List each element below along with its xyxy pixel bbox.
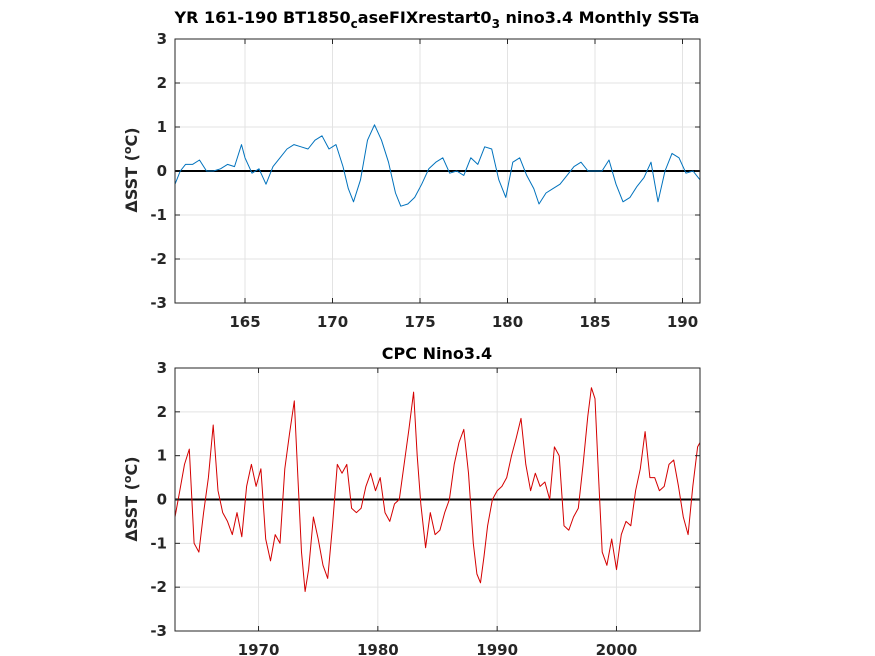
top-chart-ytick-label: -3 xyxy=(150,294,167,312)
bottom-chart-xtick-label: 1970 xyxy=(238,641,280,656)
top-chart-xtick-label: 190 xyxy=(667,313,698,331)
bottom-chart: CPC Nino3.4 1970 1980 1990 2000 -3-2-10123 … xyxy=(121,344,701,656)
top-chart-ytick-label: -1 xyxy=(150,206,167,224)
top-chart-ytick-label: -2 xyxy=(150,250,167,268)
top-chart-ytick-label: 3 xyxy=(157,30,167,48)
top-chart-xtick-label: 185 xyxy=(579,313,610,331)
top-chart-xtick-label: 175 xyxy=(404,313,435,331)
bottom-chart-ytick-label: -3 xyxy=(150,622,167,640)
bottom-chart-ytick-label: -1 xyxy=(150,534,167,552)
bottom-chart-series xyxy=(174,387,701,592)
top-chart: YR 161-190 BT1850caseFIXrestart03 nino3.… xyxy=(121,8,701,331)
top-chart-title: YR 161-190 BT1850caseFIXrestart03 nino3.… xyxy=(174,8,700,31)
bottom-chart-ytick-label: 3 xyxy=(157,359,167,377)
top-chart-ytick-label: 0 xyxy=(157,162,167,180)
top-chart-xtick-label: 165 xyxy=(229,313,260,331)
bottom-chart-ytick-label: 0 xyxy=(157,491,167,509)
bottom-chart-xtick-label: 1980 xyxy=(357,641,399,656)
top-chart-series-line-0 xyxy=(174,124,701,207)
bottom-chart-xtick-label: 2000 xyxy=(596,641,638,656)
bottom-chart-xtick-label: 1990 xyxy=(476,641,518,656)
top-chart-xtick-label: 170 xyxy=(317,313,348,331)
top-chart-xtick-label: 180 xyxy=(492,313,523,331)
top-chart-ytick-label: 1 xyxy=(157,118,167,136)
bottom-chart-y-ticks: -3 -2 -1 0 1 2 3 xyxy=(150,359,700,640)
top-chart-y-ticks: -3 -2 -1 0 1 2 3 xyxy=(150,30,700,312)
bottom-chart-ytick-label: -2 xyxy=(150,578,167,596)
bottom-chart-title: CPC Nino3.4 xyxy=(382,344,492,363)
bottom-chart-x-ticks: 1970 1980 1990 2000 xyxy=(238,368,638,656)
top-chart-x-ticks: 165 170 175 180 185 190 xyxy=(229,39,698,331)
bottom-chart-series-line-0 xyxy=(174,387,701,592)
top-chart-ylabel: ΔSST (oC) xyxy=(121,127,142,212)
bottom-chart-ytick-label: 2 xyxy=(157,403,167,421)
bottom-chart-ytick-label: 1 xyxy=(157,447,167,465)
bottom-chart-ylabel: ΔSST (oC) xyxy=(121,456,142,541)
top-chart-series xyxy=(174,124,701,207)
top-chart-ytick-label: 2 xyxy=(157,74,167,92)
